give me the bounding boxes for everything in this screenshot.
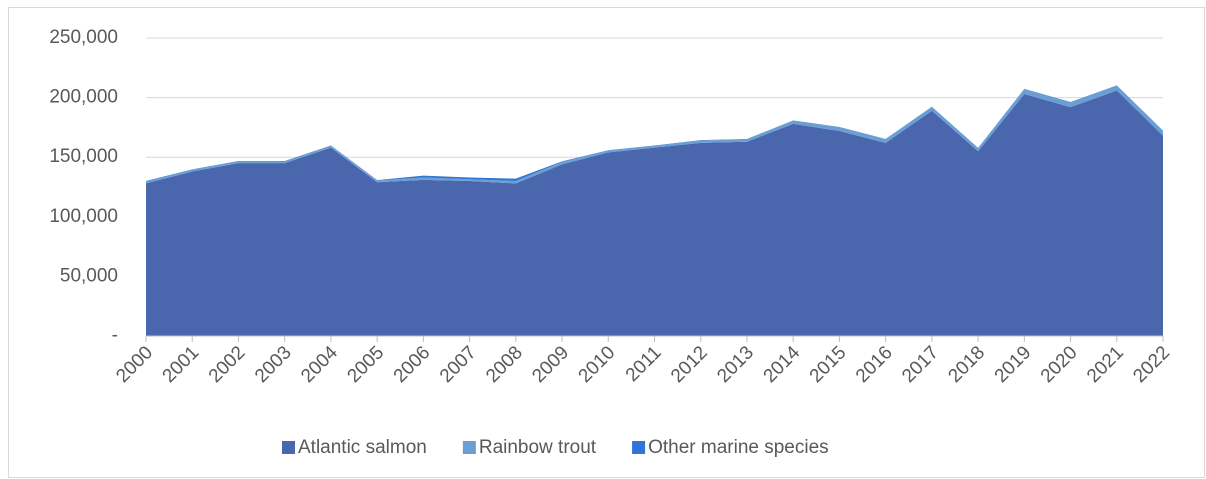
x-tick-label: 2014 <box>760 342 805 387</box>
x-tick-label: 2016 <box>852 342 897 387</box>
y-tick-label: 250,000 <box>49 27 118 48</box>
x-tick-label: 2008 <box>482 342 527 387</box>
y-tick-label: 100,000 <box>49 206 118 227</box>
legend-swatch <box>282 441 295 454</box>
x-tick-label: 2005 <box>343 342 388 387</box>
legend-swatch <box>462 441 476 454</box>
x-tick-label: 2002 <box>205 342 250 387</box>
legend-label: Atlantic salmon <box>298 437 427 458</box>
y-tick-label: - <box>112 325 118 346</box>
y-tick-label: 50,000 <box>60 265 118 286</box>
x-tick-label: 2003 <box>251 342 296 387</box>
area <box>146 85 1163 184</box>
x-tick-label: 2000 <box>112 342 157 387</box>
x-tick-label: 2017 <box>898 342 943 387</box>
x-tick-label: 2021 <box>1083 342 1128 387</box>
legend-swatch <box>632 441 646 454</box>
x-tick-label: 2022 <box>1129 342 1174 387</box>
y-tick-label: 200,000 <box>49 87 118 108</box>
x-tick-label: 2010 <box>575 342 620 387</box>
x-tick-label: 2011 <box>622 342 666 386</box>
legend-label: Other marine species <box>648 437 829 458</box>
x-tick-label: 2013 <box>713 342 758 387</box>
x-tick-label: 2012 <box>667 342 712 387</box>
x-tick-label: 2020 <box>1037 342 1082 387</box>
x-tick-label: 2015 <box>806 342 851 387</box>
x-tick-label: 2009 <box>528 342 573 387</box>
x-tick-label: 2006 <box>390 342 435 387</box>
y-tick-label: 150,000 <box>49 146 118 167</box>
legend-label: Rainbow trout <box>479 437 597 458</box>
x-tick-label: 2019 <box>991 342 1036 387</box>
area <box>146 90 1163 336</box>
x-tick-label: 2018 <box>944 342 989 387</box>
x-tick-label: 2007 <box>436 342 481 387</box>
x-tick-label: 2001 <box>159 342 204 387</box>
chart-border <box>8 7 1205 478</box>
x-tick-label: 2004 <box>297 342 342 387</box>
